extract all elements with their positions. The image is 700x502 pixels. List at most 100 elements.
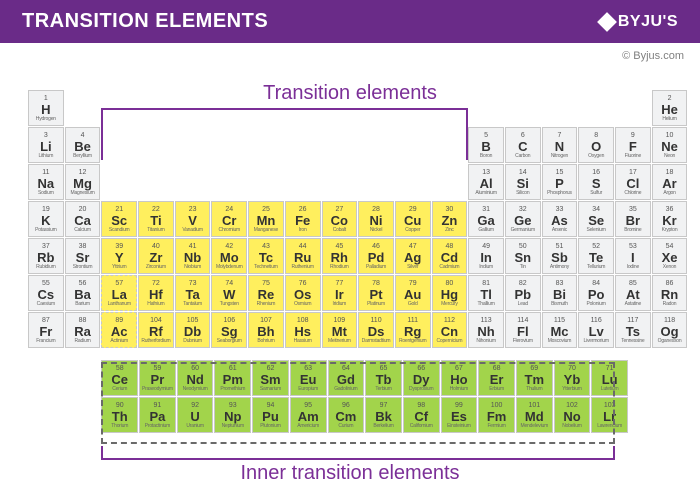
atomic-number: 3 [44,132,48,139]
atomic-number: 10 [666,132,674,139]
element-name: Lutetium [601,387,619,392]
element-Rn: 86RnRadon [652,275,688,311]
element-symbol: Cm [335,410,356,423]
element-symbol: Mc [550,325,568,338]
atomic-number: 106 [223,317,235,324]
atomic-number: 115 [554,317,565,324]
element-Hs: 108HsHassium [285,312,321,348]
atomic-number: 68 [493,365,501,372]
element-Os: 76OsOsmium [285,275,321,311]
element-At: 85AtAstatine [615,275,651,311]
element-B: 5BBoron [468,127,504,163]
element-symbol: I [631,251,635,264]
atomic-number: 102 [566,402,578,409]
element-Es: 99EsEinsteinium [441,397,478,433]
atomic-number: 27 [335,206,343,213]
element-symbol: Nd [186,373,203,386]
atomic-number: 99 [455,402,463,409]
element-Mt: 109MtMeitnerium [322,312,358,348]
element-symbol: Sg [221,325,238,338]
element-name: Hafnium [147,302,164,307]
element-S: 16SSulfur [578,164,614,200]
element-name: Praseodymium [142,387,173,392]
element-name: Boron [480,154,492,159]
element-symbol: Zr [149,251,162,264]
element-symbol: Cd [441,251,458,264]
element-Ca: 20CaCalcium [65,201,101,237]
element-symbol: Po [588,288,605,301]
element-Xe: 54XeXenon [652,238,688,274]
element-name: Indium [479,265,493,270]
element-Re: 75ReRhenium [248,275,284,311]
element-symbol: No [563,410,580,423]
element-Be: 4BeBeryllium [65,127,101,163]
element-name: Magnesium [71,191,95,196]
element-C: 6CCarbon [505,127,541,163]
atomic-number: 109 [334,317,346,324]
element-name: Neptunium [222,424,244,429]
element-Rb: 37RbRubidium [28,238,64,274]
element-name: Tennessine [621,339,644,344]
element-name: Fluorine [625,154,641,159]
header-bar: TRANSITION ELEMENTS BYJU'S [0,0,700,43]
element-symbol: Br [626,214,640,227]
element-Gd: 64GdGadolinium [328,360,365,396]
element-name: Antimony [550,265,569,270]
element-symbol: Sn [514,251,531,264]
element-symbol: Gd [337,373,355,386]
atomic-number: 16 [592,169,600,176]
element-symbol: Es [451,410,467,423]
element-symbol: Zn [441,214,457,227]
element-name: Americium [297,424,319,429]
element-name: Argon [663,191,675,196]
atomic-number: 45 [335,243,343,250]
element-name: Meitnerium [328,339,351,344]
element-name: Lead [518,302,528,307]
element-K: 19KPotassium [28,201,64,237]
atomic-number: 48 [446,243,454,250]
element-name: Californium [410,424,433,429]
atomic-number: 36 [666,206,674,213]
atomic-number: 91 [154,402,162,409]
element-name: Gallium [478,228,494,233]
element-name: Molybdenum [216,265,243,270]
atomic-number: 97 [380,402,388,409]
element-name: Palladium [366,265,386,270]
element-Lu: 71LuLutetium [591,360,628,396]
element-Fr: 87FrFrancium [28,312,64,348]
element-symbol: Ta [185,288,199,301]
element-symbol: Fm [487,410,507,423]
element-Cl: 17ClChlorine [615,164,651,200]
element-symbol: Pb [514,288,531,301]
element-Ta: 73TaTantalum [175,275,211,311]
element-symbol: Sb [551,251,568,264]
element-name: Helium [662,117,676,122]
element-name: Osmium [294,302,311,307]
element-W: 74WTungsten [211,275,247,311]
element-symbol: Tm [525,373,545,386]
element-symbol: Ra [74,325,91,338]
element-symbol: Co [331,214,348,227]
element-name: Carbon [515,154,530,159]
element-Cu: 29CuCopper [395,201,431,237]
atomic-number: 93 [229,402,237,409]
element-name: Cerium [112,387,127,392]
atomic-number: 34 [592,206,600,213]
element-symbol: C [518,140,527,153]
element-Cs: 55CsCaesium [28,275,64,311]
element-symbol: Rb [37,251,54,264]
element-U: 92UUranium [177,397,214,433]
element-name: Platinum [367,302,385,307]
atomic-number: 44 [299,243,307,250]
atomic-number: 9 [631,132,635,139]
element-symbol: Ho [450,373,467,386]
atomic-number: 2 [668,95,672,102]
element-name: Bohrium [257,339,274,344]
element-symbol: Pu [262,410,279,423]
element-symbol: Ac [111,325,128,338]
element-name: Rhenium [257,302,276,307]
element-name: Iridium [333,302,347,307]
element-symbol: V [188,214,197,227]
atomic-number: 60 [191,365,199,372]
element-symbol: Bh [257,325,274,338]
